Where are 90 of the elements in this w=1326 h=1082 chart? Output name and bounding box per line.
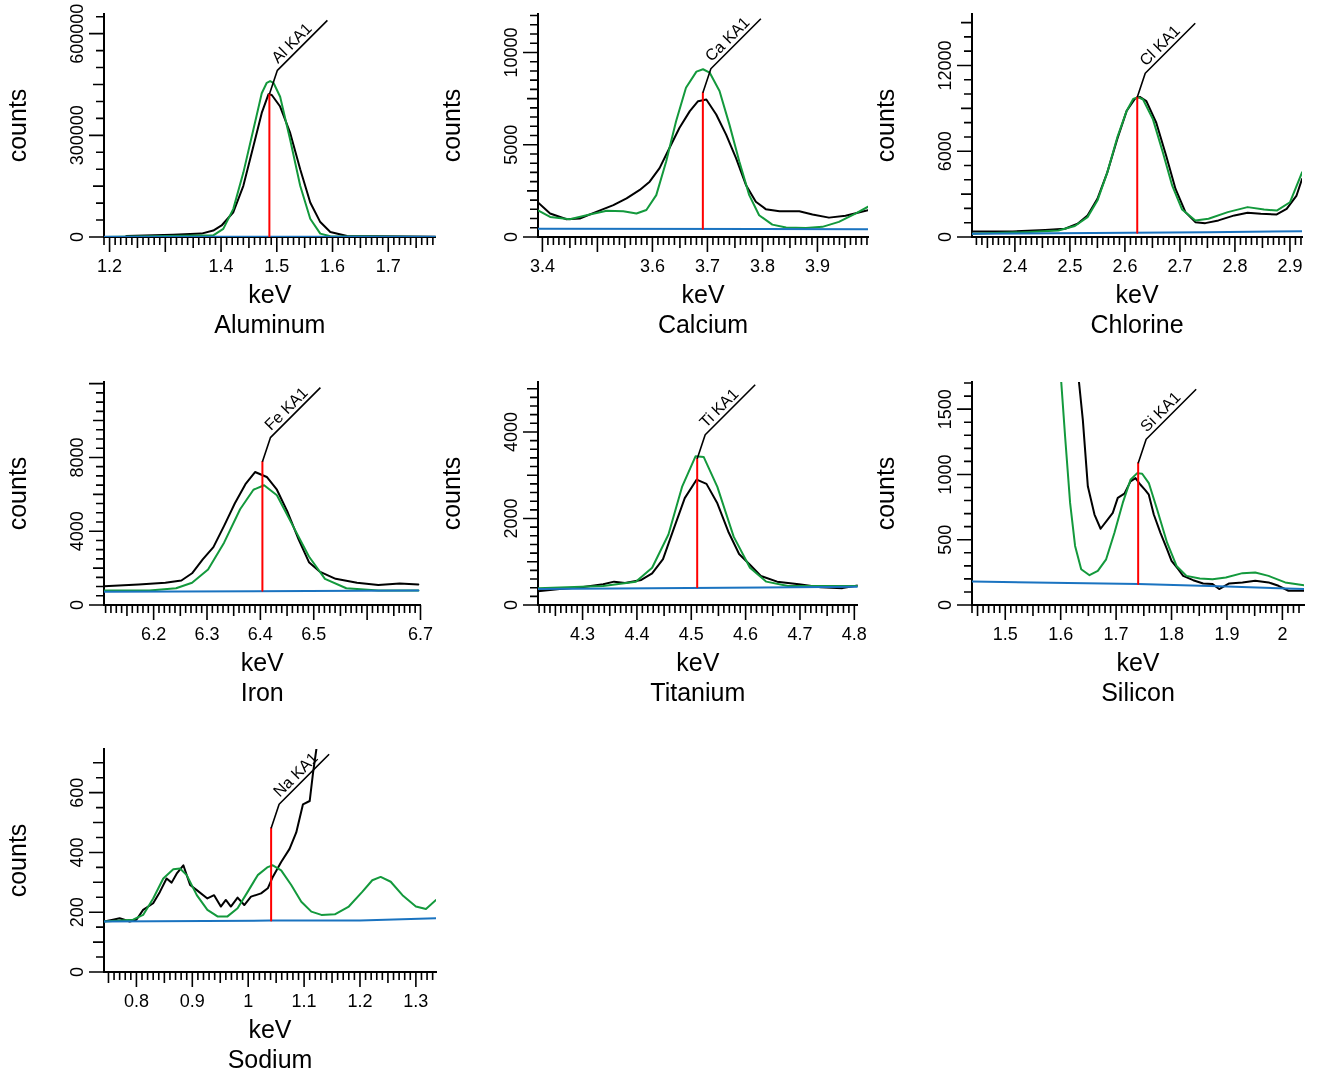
x-tick-label: 1.4 (208, 255, 234, 276)
text: Chlorine (1090, 309, 1184, 338)
y-axis-title: counts (436, 88, 465, 163)
x-tick-label: 4.5 (678, 623, 704, 644)
y-tick-label: 5000 (500, 124, 521, 165)
x-tick-label: 3.4 (529, 255, 555, 276)
x-tick-label: 3.9 (804, 255, 830, 276)
annotation: Al KA1 (268, 19, 315, 67)
text: Iron (240, 677, 284, 706)
y-tick-label: 600 (66, 777, 87, 808)
x-axis-title: keV (1115, 279, 1159, 308)
y-axis-title: counts (2, 88, 31, 163)
text: Calcium (657, 309, 749, 338)
y-tick-label: 2000 (500, 497, 521, 539)
x-axis-title: keV (676, 647, 720, 676)
y-tick-label: 4000 (500, 411, 521, 452)
x-tick-label: 3.6 (639, 255, 665, 276)
annotation: Ca KA1 (701, 13, 753, 65)
annotation: Na KA1 (269, 748, 322, 800)
x-tick-label: 4.6 (733, 623, 759, 644)
x-tick-label: 6.4 (247, 623, 273, 644)
x-tick-label: 1.6 (320, 255, 346, 276)
y-tick-label: 1000 (934, 453, 955, 494)
x-tick-label: 3.7 (694, 255, 720, 276)
y-tick-label: 0 (500, 599, 521, 610)
y-tick-label: 500 (934, 524, 955, 555)
x-tick-label: 1.7 (375, 255, 401, 276)
x-axis-title: keV (240, 647, 285, 676)
y-axis-title: counts (870, 456, 899, 530)
y-tick-label: 8000 (66, 436, 87, 477)
y-tick-label: 0 (66, 599, 87, 610)
x-tick-label: 1.5 (992, 623, 1018, 644)
x-tick-label: 1.5 (264, 255, 290, 276)
x-tick-label: 4.4 (624, 623, 650, 644)
y-tick-label: 0 (500, 231, 521, 243)
x-tick-label: 6.2 (141, 623, 167, 644)
y-tick-label: 12000 (934, 40, 955, 91)
y-tick-label: 300000 (66, 105, 87, 166)
x-tick-label: 1.2 (97, 255, 123, 276)
x-tick-label: 6.5 (301, 623, 327, 644)
y-tick-label: 6000 (934, 131, 955, 172)
y-tick-label: 600000 (66, 3, 87, 64)
x-tick-label: 4.3 (570, 623, 596, 644)
x-tick-label: 2.7 (1167, 255, 1193, 276)
y-tick-label: 0 (66, 966, 87, 978)
x-tick-label: 3.8 (749, 255, 775, 276)
x-axis-title: keV (248, 1014, 292, 1043)
x-tick-label: 1.3 (403, 990, 429, 1011)
y-tick-label: 0 (66, 231, 87, 243)
annotation: Si KA1 (1136, 387, 1184, 435)
x-tick-label: 1.2 (347, 990, 373, 1011)
x-axis-title: keV (681, 279, 725, 308)
x-tick-label: 4.8 (841, 623, 867, 644)
x-tick-label: 2.9 (1277, 255, 1303, 276)
y-axis-title: counts (2, 823, 31, 898)
annotation: Fe KA1 (261, 383, 312, 433)
x-tick-label: 0.8 (123, 990, 149, 1011)
x-tick-label: 1.1 (291, 990, 317, 1011)
y-axis-title: counts (870, 88, 899, 163)
y-axis-title: counts (2, 456, 31, 530)
text: Aluminum (214, 309, 326, 338)
text: Sodium (227, 1044, 313, 1073)
x-tick-label: 2.6 (1112, 255, 1138, 276)
y-tick-label: 4000 (66, 510, 87, 551)
x-tick-label: 1.6 (1048, 623, 1074, 644)
x-tick-label: 6.7 (407, 623, 433, 644)
x-tick-label: 4.7 (787, 623, 813, 644)
x-tick-label: 2 (1277, 623, 1288, 644)
y-tick-label: 1500 (934, 388, 955, 429)
x-tick-label: 2.8 (1222, 255, 1248, 276)
x-tick-label: 2.5 (1057, 255, 1083, 276)
x-axis-title: keV (248, 279, 292, 308)
y-tick-label: 400 (66, 837, 87, 868)
x-tick-label: 6.3 (194, 623, 220, 644)
x-tick-label: 1.7 (1103, 623, 1129, 644)
y-tick-label: 10000 (500, 27, 521, 78)
x-axis-title: keV (1116, 647, 1160, 676)
y-tick-label: 200 (66, 897, 87, 928)
text: Silicon (1101, 677, 1175, 706)
x-tick-label: 1 (243, 990, 254, 1011)
x-tick-label: 2.4 (1002, 255, 1028, 276)
text: Titanium (650, 677, 746, 706)
x-tick-label: 0.9 (179, 990, 205, 1011)
y-tick-label: 0 (934, 231, 955, 243)
y-tick-label: 0 (934, 599, 955, 610)
x-tick-label: 1.8 (1159, 623, 1185, 644)
x-tick-label: 1.9 (1214, 623, 1240, 644)
annotation: Cl KA1 (1136, 21, 1184, 69)
annotation: Ti KA1 (696, 384, 742, 431)
y-axis-title: counts (436, 456, 465, 530)
